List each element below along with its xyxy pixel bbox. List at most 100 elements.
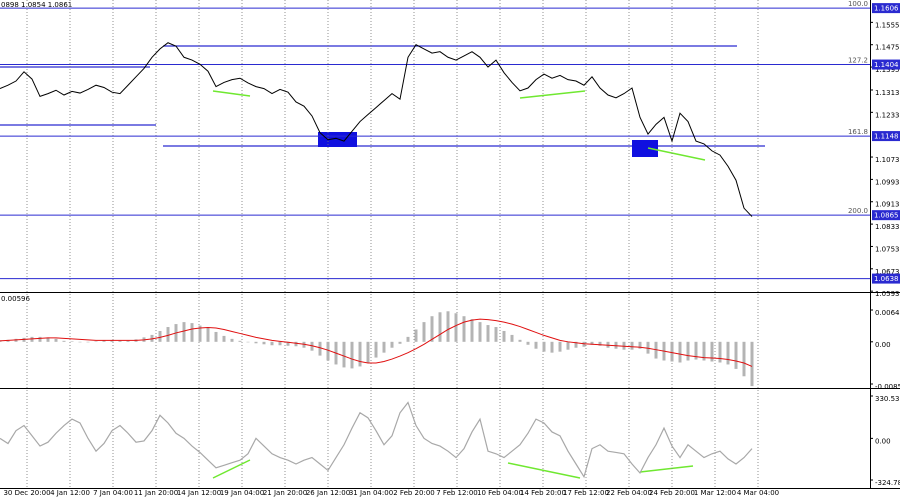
x-tick-label: 21 Jan 20:00 bbox=[263, 489, 307, 497]
y-tick-label: 330.5306 bbox=[875, 395, 900, 403]
y-tick-label: 1.0913 bbox=[875, 201, 900, 209]
histogram-bar bbox=[110, 340, 114, 342]
histogram-bar bbox=[126, 340, 130, 342]
histogram-bar bbox=[414, 329, 418, 342]
histogram-bar bbox=[198, 325, 202, 342]
x-tick-label: 24 Feb 20:00 bbox=[649, 489, 695, 497]
y-tick-label: 1.0673 bbox=[875, 268, 900, 276]
histogram-bar bbox=[430, 316, 434, 342]
histogram-bar bbox=[246, 341, 250, 343]
histogram-bar bbox=[38, 336, 42, 342]
histogram-bar bbox=[478, 322, 482, 342]
divergence-line bbox=[212, 90, 251, 97]
histogram-bar bbox=[470, 319, 474, 342]
histogram-bar bbox=[270, 341, 274, 346]
level-label: 1.0638 bbox=[874, 275, 899, 283]
y-tick-label: 1.1313 bbox=[875, 89, 900, 97]
signal-line bbox=[0, 318, 753, 367]
histogram-bar bbox=[558, 341, 562, 352]
divergence-line bbox=[212, 459, 251, 479]
histogram-bar bbox=[190, 323, 194, 342]
histogram-bar bbox=[678, 341, 682, 363]
histogram-bar bbox=[726, 341, 730, 365]
histogram-bar bbox=[510, 334, 514, 342]
histogram-bar bbox=[702, 341, 706, 361]
histogram-bar bbox=[462, 316, 466, 342]
x-tick-label: 11 Jan 20:00 bbox=[134, 489, 178, 497]
x-tick-label: 14 Feb 20:00 bbox=[520, 489, 566, 497]
x-tick-label: 26 Jan 12:00 bbox=[306, 489, 350, 497]
histogram-bar bbox=[494, 327, 498, 342]
histogram-bar bbox=[670, 341, 674, 362]
y-tick-label: 1.1233 bbox=[875, 111, 900, 119]
histogram-bar bbox=[534, 341, 538, 349]
histogram-bar bbox=[686, 341, 690, 361]
level-label: 1.1606 bbox=[874, 5, 899, 13]
x-tick-label: 7 Feb 12:00 bbox=[436, 489, 477, 497]
histogram-bar bbox=[182, 322, 186, 342]
divergence-line bbox=[507, 462, 581, 479]
x-tick-label: 4 Jan 12:00 bbox=[50, 489, 90, 497]
histogram-bar bbox=[366, 341, 370, 363]
histogram-bar bbox=[638, 341, 642, 349]
histogram-bar bbox=[350, 341, 354, 369]
x-tick-label: 31 Jan 04:00 bbox=[349, 489, 393, 497]
histogram-bar bbox=[694, 341, 698, 360]
histogram-bar bbox=[598, 341, 602, 346]
x-tick-label: 14 Jan 12:00 bbox=[177, 489, 221, 497]
histogram-bar bbox=[118, 340, 122, 342]
histogram-bar bbox=[62, 340, 66, 342]
y-tick-label: 1.1555 bbox=[875, 21, 900, 29]
level-label-box bbox=[872, 210, 900, 221]
histogram-bar bbox=[486, 325, 490, 342]
level-label-box bbox=[872, 131, 900, 142]
divergences bbox=[212, 90, 706, 479]
histogram-bar bbox=[262, 341, 266, 345]
histogram-bar bbox=[382, 341, 386, 353]
histogram-bar bbox=[54, 338, 58, 342]
histogram-bar bbox=[238, 340, 242, 342]
annotations bbox=[0, 45, 765, 147]
histogram-bar bbox=[86, 341, 90, 343]
y-tick-label: 1.0593 bbox=[875, 290, 900, 298]
fib-label: 127.2 bbox=[848, 57, 868, 65]
divergence-line bbox=[639, 465, 694, 473]
histogram-bar bbox=[166, 327, 170, 342]
series-line bbox=[0, 401, 753, 479]
histogram-bar bbox=[742, 341, 746, 377]
fib-label: 161.8 bbox=[848, 128, 868, 136]
series-line bbox=[0, 42, 753, 217]
histogram-bar bbox=[718, 341, 722, 363]
level-label-box bbox=[872, 273, 900, 284]
y-tick-label: -324.787 bbox=[875, 479, 900, 487]
level-label: 1.1404 bbox=[874, 61, 899, 69]
histogram-bar bbox=[422, 322, 426, 342]
y-tick-label: 0.00646 bbox=[875, 309, 900, 317]
histogram-bar bbox=[374, 341, 378, 358]
x-tick-label: 17 Feb 12:00 bbox=[563, 489, 609, 497]
histogram-bar bbox=[46, 337, 50, 342]
histogram-bar bbox=[398, 341, 402, 344]
y-tick-label: 0.00 bbox=[875, 341, 891, 349]
x-tick-label: 1 Mar 12:00 bbox=[694, 489, 736, 497]
divergence-line bbox=[647, 147, 706, 161]
histogram-bar bbox=[286, 341, 290, 346]
histogram-bar bbox=[342, 341, 346, 368]
y-tick-label: 1.1395 bbox=[875, 66, 900, 74]
histogram-bar bbox=[222, 335, 226, 342]
histogram-bar bbox=[278, 341, 282, 346]
y-tick-label: 1.0833 bbox=[875, 223, 900, 231]
histogram-bar bbox=[446, 311, 450, 342]
fib-label: 100.0 bbox=[848, 0, 868, 8]
level-label-box bbox=[872, 59, 900, 70]
histogram-bar bbox=[566, 341, 570, 350]
histogram-bar bbox=[574, 341, 578, 348]
histogram-bar bbox=[526, 341, 530, 345]
histogram-bar bbox=[326, 341, 330, 361]
histogram-bar bbox=[358, 341, 362, 367]
histogram-bar bbox=[254, 341, 258, 344]
histogram-bar bbox=[710, 341, 714, 362]
